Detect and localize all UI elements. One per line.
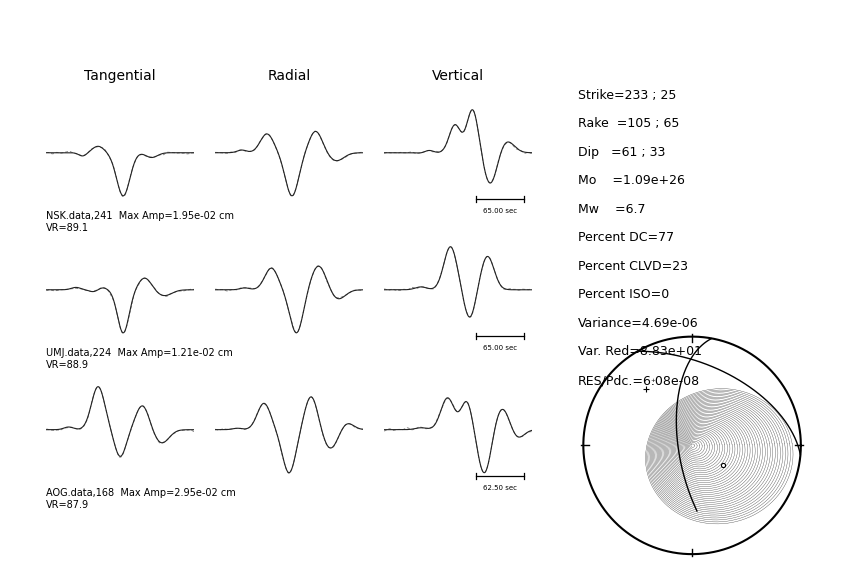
Text: Percent DC=77: Percent DC=77 [578,231,674,244]
Text: Dip   =61 ; 33: Dip =61 ; 33 [578,146,666,159]
Text: 65.00 sec: 65.00 sec [483,208,517,215]
Text: +: + [651,379,656,383]
Text: Mo    =1.09e+26: Mo =1.09e+26 [578,174,685,187]
Text: NSK.data,241  Max Amp=1.95e-02 cm
VR=89.1: NSK.data,241 Max Amp=1.95e-02 cm VR=89.1 [46,211,235,233]
Text: Var. Red=8.83e+01: Var. Red=8.83e+01 [578,345,702,359]
Text: Vertical: Vertical [432,69,484,83]
Text: Tangential: Tangential [84,69,156,83]
Text: Radial: Radial [268,69,311,83]
Text: Strike=233 ; 25: Strike=233 ; 25 [578,89,677,102]
Text: AOG.data,168  Max Amp=2.95e-02 cm
VR=87.9: AOG.data,168 Max Amp=2.95e-02 cm VR=87.9 [46,488,236,510]
Text: 62.50 sec: 62.50 sec [483,485,517,492]
Text: Variance=4.69e-06: Variance=4.69e-06 [578,317,699,330]
Text: RES/Pdc.=6.08e-08: RES/Pdc.=6.08e-08 [578,374,701,387]
Text: Mw    =6.7: Mw =6.7 [578,203,646,216]
Text: Percent ISO=0: Percent ISO=0 [578,288,669,301]
Text: 65.00 sec: 65.00 sec [483,345,517,352]
Text: UMJ.data,224  Max Amp=1.21e-02 cm
VR=88.9: UMJ.data,224 Max Amp=1.21e-02 cm VR=88.9 [46,348,233,370]
Text: Percent CLVD=23: Percent CLVD=23 [578,260,688,273]
Text: Rake  =105 ; 65: Rake =105 ; 65 [578,117,679,130]
